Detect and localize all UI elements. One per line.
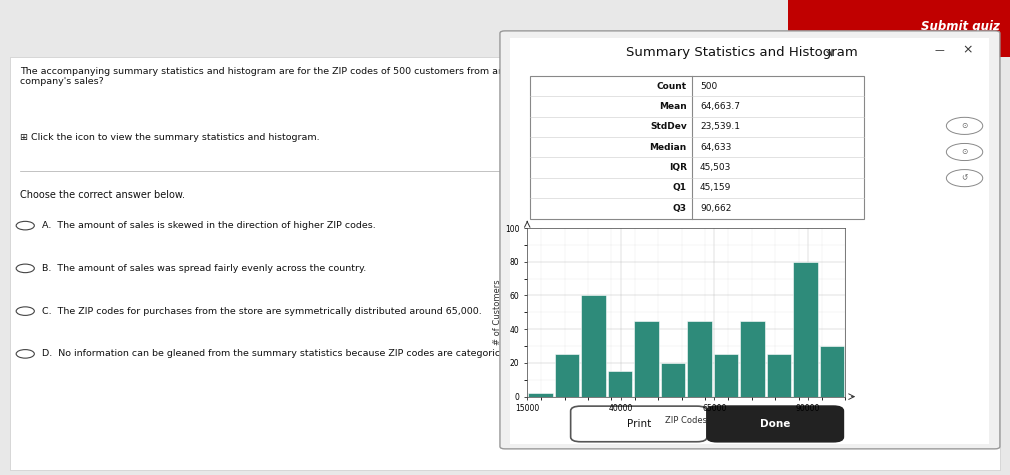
Text: Count: Count bbox=[656, 82, 687, 91]
Text: Print: Print bbox=[626, 418, 651, 429]
Text: The accompanying summary statistics and histogram are for the ZIP codes of 500 c: The accompanying summary statistics and … bbox=[20, 66, 921, 86]
Text: —: — bbox=[934, 45, 944, 55]
Text: StdDev: StdDev bbox=[650, 123, 687, 132]
Text: 500: 500 bbox=[700, 82, 717, 91]
Text: ⊞ Click the icon to view the summary statistics and histogram.: ⊞ Click the icon to view the summary sta… bbox=[20, 133, 320, 142]
Text: ↺: ↺ bbox=[962, 174, 968, 182]
Text: ⊙: ⊙ bbox=[962, 122, 968, 130]
Text: IQR: IQR bbox=[669, 163, 687, 172]
Text: Done: Done bbox=[760, 418, 791, 429]
Text: D.  No information can be gleaned from the summary statistics because ZIP codes : D. No information can be gleaned from th… bbox=[42, 350, 512, 358]
Text: ⊙: ⊙ bbox=[962, 148, 968, 156]
Text: 23,539.1: 23,539.1 bbox=[700, 123, 740, 132]
FancyBboxPatch shape bbox=[707, 406, 843, 442]
FancyBboxPatch shape bbox=[571, 406, 707, 442]
Text: 90,662: 90,662 bbox=[700, 204, 731, 213]
Text: Q1: Q1 bbox=[673, 183, 687, 192]
Text: A.  The amount of sales is skewed in the direction of higher ZIP codes.: A. The amount of sales is skewed in the … bbox=[42, 221, 376, 230]
Text: Submit quiz: Submit quiz bbox=[921, 19, 1000, 33]
Text: ×: × bbox=[963, 43, 973, 57]
Text: Choose the correct answer below.: Choose the correct answer below. bbox=[20, 190, 185, 200]
Text: 45,503: 45,503 bbox=[700, 163, 731, 172]
Text: B.  The amount of sales was spread fairly evenly across the country.: B. The amount of sales was spread fairly… bbox=[42, 264, 367, 273]
Bar bbox=[740, 321, 765, 397]
Bar bbox=[767, 354, 791, 397]
FancyBboxPatch shape bbox=[530, 76, 864, 219]
Bar bbox=[608, 371, 632, 397]
Bar bbox=[528, 393, 552, 397]
Text: 64,663.7: 64,663.7 bbox=[700, 102, 740, 111]
Text: Mean: Mean bbox=[660, 102, 687, 111]
Bar bbox=[634, 321, 659, 397]
Bar bbox=[714, 354, 738, 397]
Bar bbox=[661, 363, 685, 397]
Text: 45,159: 45,159 bbox=[700, 183, 731, 192]
Text: C.  The ZIP codes for purchases from the store are symmetrically distributed aro: C. The ZIP codes for purchases from the … bbox=[42, 307, 482, 315]
X-axis label: ZIP Codes: ZIP Codes bbox=[666, 416, 707, 425]
Text: Q3: Q3 bbox=[673, 204, 687, 213]
Text: Summary Statistics and Histogram: Summary Statistics and Histogram bbox=[626, 46, 858, 59]
Y-axis label: # of Customers: # of Customers bbox=[493, 279, 502, 345]
Bar bbox=[794, 262, 818, 397]
FancyBboxPatch shape bbox=[788, 0, 1010, 57]
Bar bbox=[554, 354, 579, 397]
Bar bbox=[820, 346, 844, 397]
FancyBboxPatch shape bbox=[500, 31, 1000, 449]
Bar bbox=[582, 295, 606, 397]
Bar bbox=[688, 321, 712, 397]
FancyBboxPatch shape bbox=[10, 57, 1000, 470]
FancyBboxPatch shape bbox=[510, 38, 989, 444]
Text: 64,633: 64,633 bbox=[700, 143, 731, 152]
Text: ...: ... bbox=[521, 153, 529, 162]
Text: Median: Median bbox=[649, 143, 687, 152]
